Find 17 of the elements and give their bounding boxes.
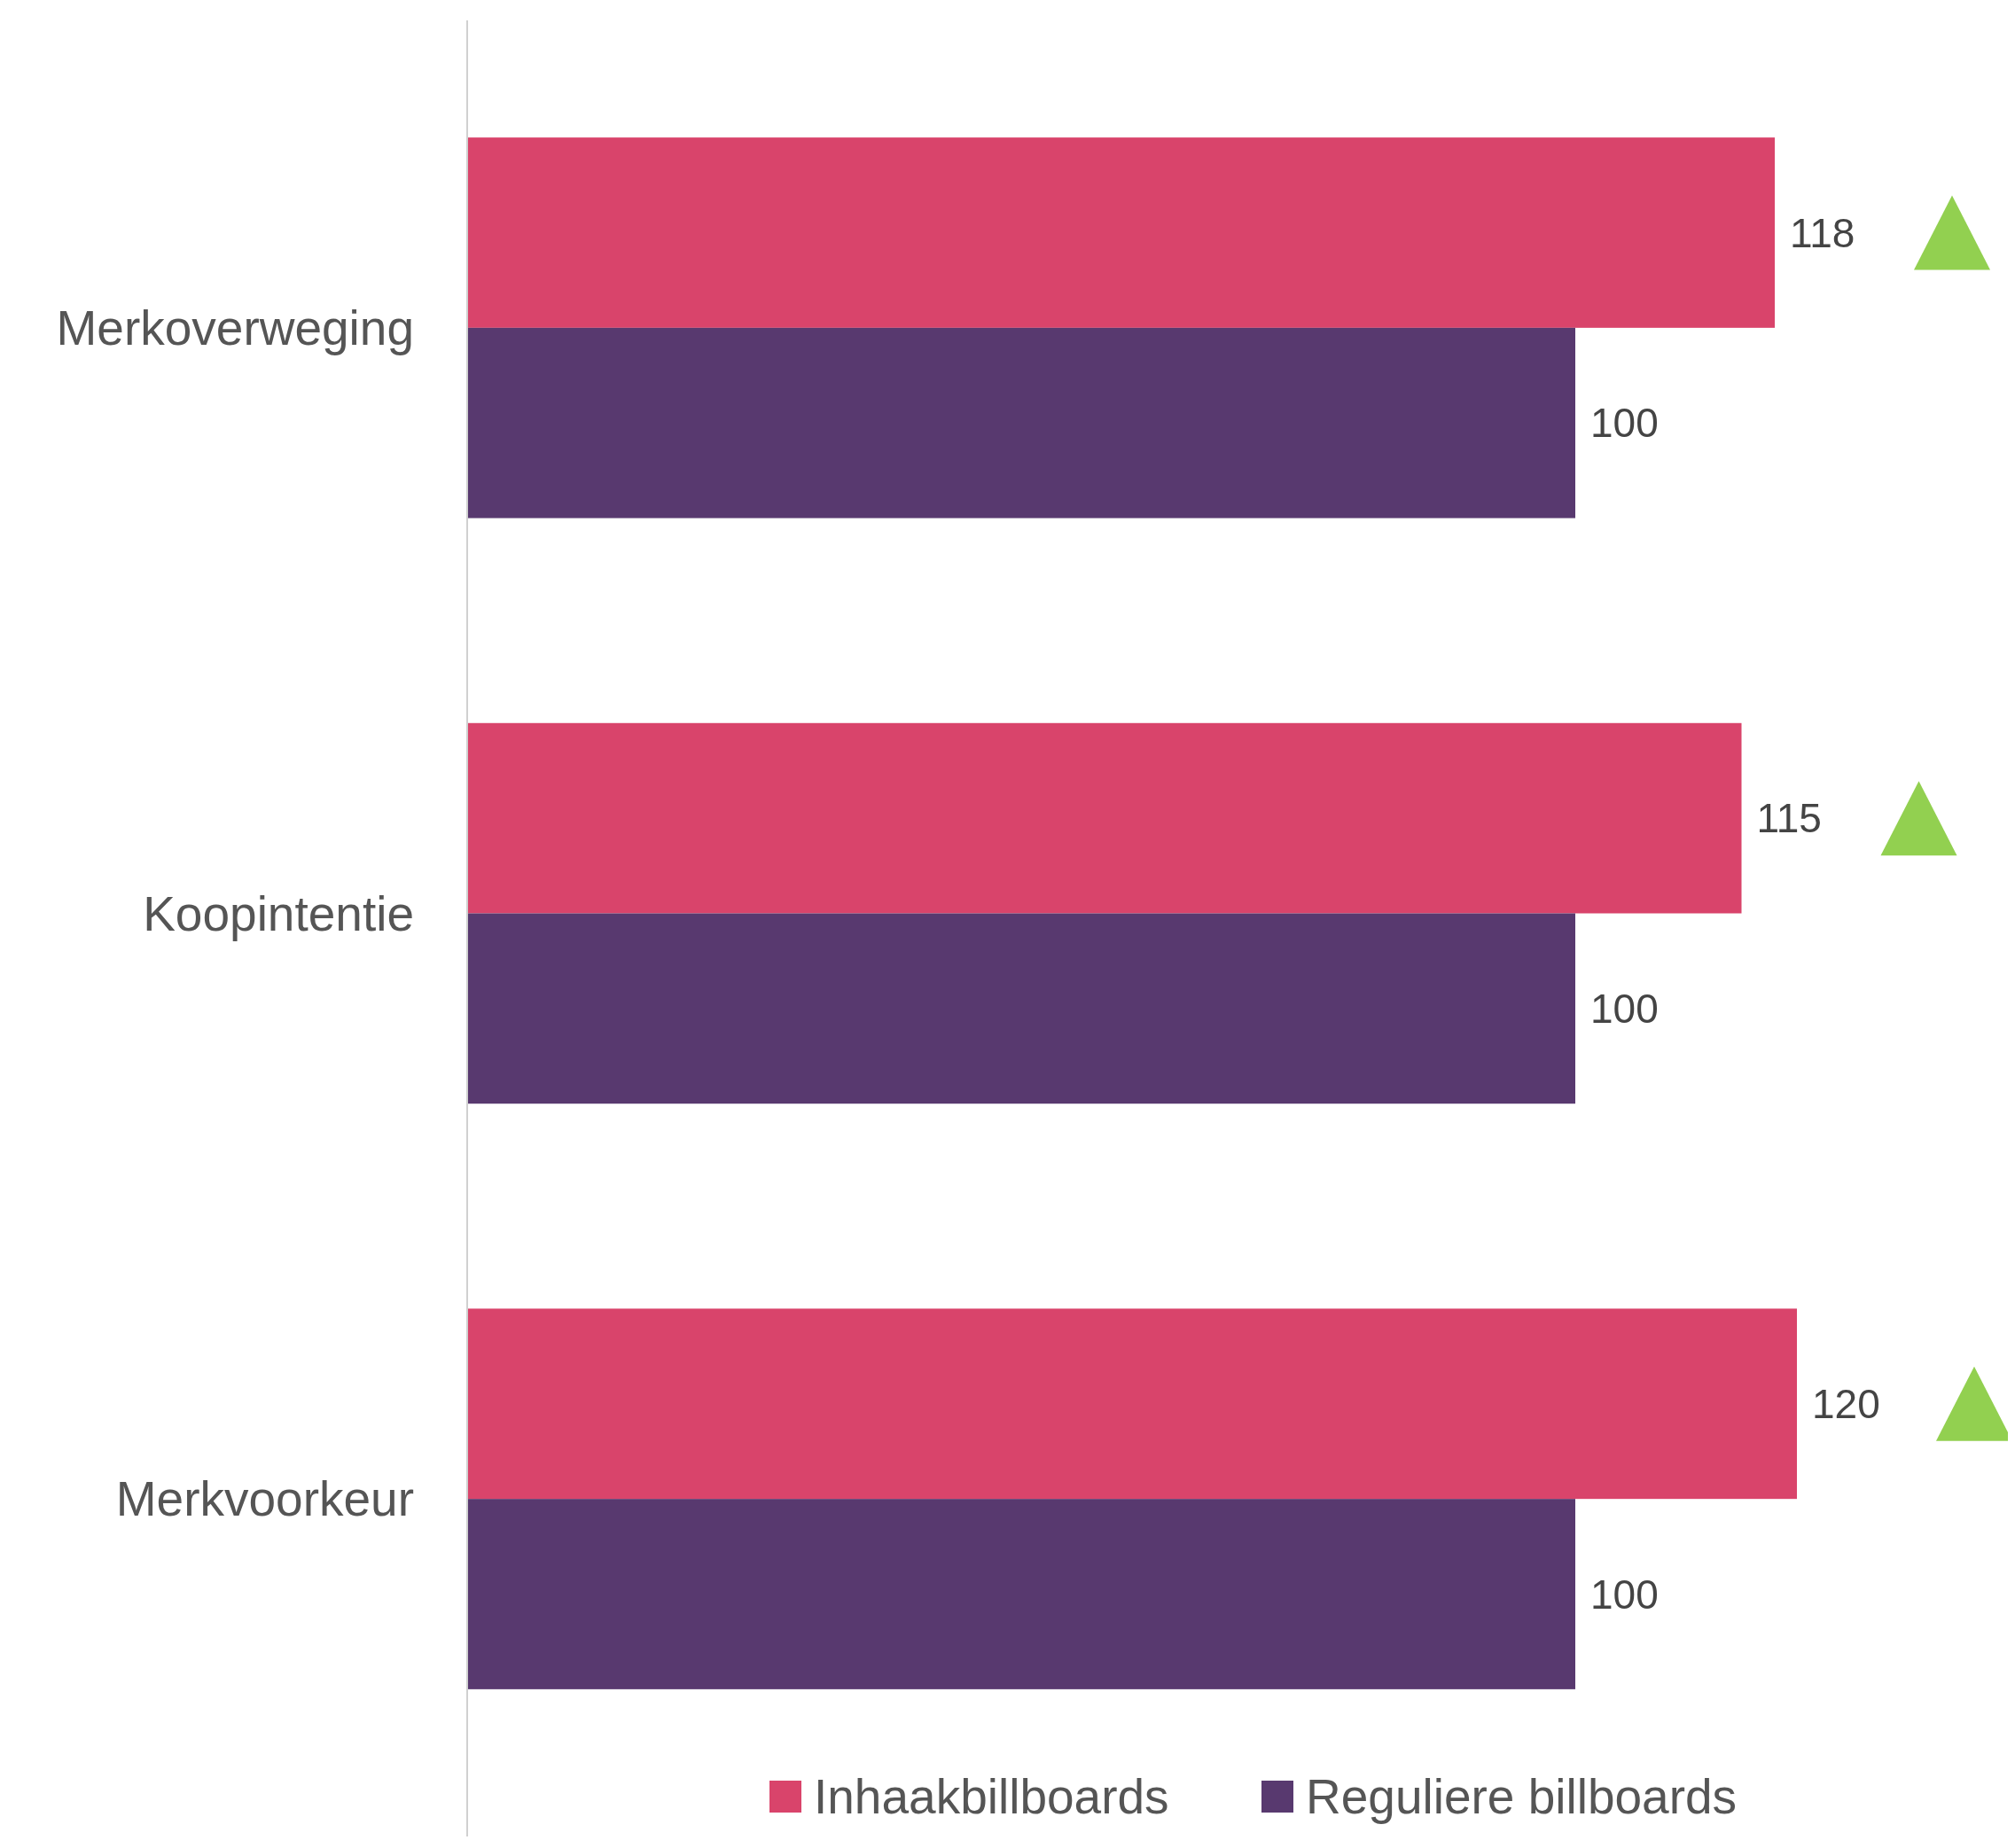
legend-label: Inhaakbillboards <box>814 1769 1169 1825</box>
data-label: 100 <box>1590 400 1659 447</box>
y-tick-label: Merkoverweging <box>56 300 414 356</box>
y-tick-label: Merkvoorkeur <box>115 1471 414 1527</box>
legend-label: Reguliere billboards <box>1306 1769 1738 1825</box>
bar <box>467 327 1575 519</box>
bar <box>467 913 1575 1104</box>
data-label: 120 <box>1812 1380 1880 1427</box>
bar <box>467 1308 1797 1500</box>
data-label: 115 <box>1756 795 1822 842</box>
data-label: 100 <box>1590 1571 1659 1618</box>
data-label: 100 <box>1590 985 1659 1032</box>
data-label: 118 <box>1790 209 1855 256</box>
bar <box>467 722 1742 914</box>
y-tick-label: Koopintentie <box>143 885 414 941</box>
bar <box>467 137 1775 328</box>
bar <box>467 1499 1575 1689</box>
